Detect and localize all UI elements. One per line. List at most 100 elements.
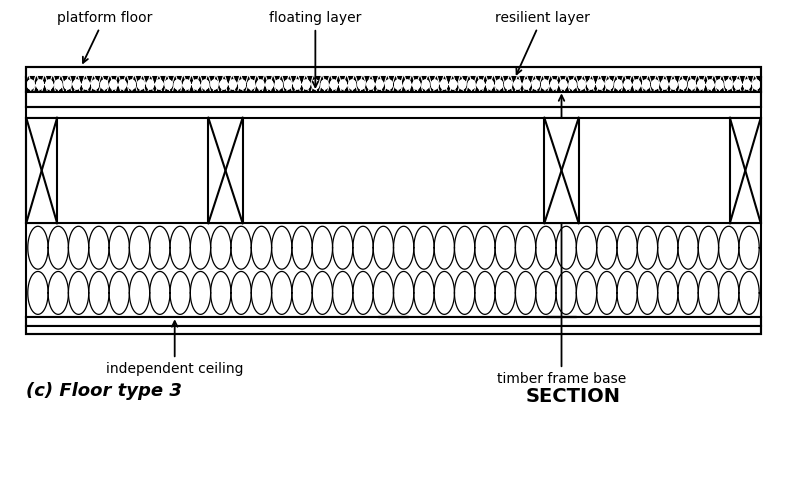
Polygon shape bbox=[229, 79, 237, 90]
Polygon shape bbox=[430, 79, 439, 90]
Polygon shape bbox=[137, 79, 145, 90]
Bar bbox=[26, 77, 761, 92]
Polygon shape bbox=[422, 79, 430, 90]
Polygon shape bbox=[320, 79, 329, 90]
Polygon shape bbox=[578, 79, 586, 90]
Polygon shape bbox=[587, 79, 595, 90]
Polygon shape bbox=[54, 79, 62, 90]
Polygon shape bbox=[495, 79, 503, 90]
Polygon shape bbox=[678, 79, 687, 90]
Bar bbox=[545, 118, 578, 223]
Polygon shape bbox=[375, 79, 384, 90]
Polygon shape bbox=[385, 79, 393, 90]
Polygon shape bbox=[36, 79, 44, 90]
Bar bbox=[26, 118, 57, 223]
Polygon shape bbox=[578, 79, 586, 90]
Polygon shape bbox=[72, 79, 81, 90]
Polygon shape bbox=[568, 79, 577, 90]
Polygon shape bbox=[257, 79, 264, 90]
Polygon shape bbox=[137, 79, 145, 90]
Polygon shape bbox=[486, 79, 494, 90]
Polygon shape bbox=[660, 79, 668, 90]
Polygon shape bbox=[440, 79, 448, 90]
Polygon shape bbox=[615, 79, 623, 90]
Polygon shape bbox=[706, 79, 715, 90]
Polygon shape bbox=[504, 79, 512, 90]
Polygon shape bbox=[752, 79, 760, 90]
Polygon shape bbox=[523, 79, 530, 90]
Polygon shape bbox=[192, 79, 200, 90]
Polygon shape bbox=[458, 79, 467, 90]
Polygon shape bbox=[467, 79, 475, 90]
Polygon shape bbox=[743, 79, 751, 90]
Polygon shape bbox=[330, 79, 338, 90]
Polygon shape bbox=[320, 79, 329, 90]
Text: platform floor: platform floor bbox=[57, 11, 152, 63]
Polygon shape bbox=[220, 79, 227, 90]
Polygon shape bbox=[146, 79, 154, 90]
Polygon shape bbox=[367, 79, 375, 90]
Polygon shape bbox=[201, 79, 209, 90]
Polygon shape bbox=[642, 79, 650, 90]
Polygon shape bbox=[385, 79, 393, 90]
Polygon shape bbox=[541, 79, 549, 90]
Polygon shape bbox=[550, 79, 558, 90]
Polygon shape bbox=[688, 79, 696, 90]
Polygon shape bbox=[357, 79, 365, 90]
Polygon shape bbox=[715, 79, 723, 90]
Polygon shape bbox=[605, 79, 613, 90]
Polygon shape bbox=[284, 79, 292, 90]
Polygon shape bbox=[247, 79, 255, 90]
Polygon shape bbox=[238, 79, 246, 90]
Polygon shape bbox=[91, 79, 99, 90]
Polygon shape bbox=[605, 79, 613, 90]
Polygon shape bbox=[532, 79, 540, 90]
Polygon shape bbox=[36, 79, 44, 90]
Polygon shape bbox=[174, 79, 182, 90]
Polygon shape bbox=[670, 79, 678, 90]
Polygon shape bbox=[615, 79, 623, 90]
Polygon shape bbox=[375, 79, 384, 90]
Polygon shape bbox=[293, 79, 301, 90]
Bar bbox=[730, 118, 761, 223]
Polygon shape bbox=[560, 79, 567, 90]
Polygon shape bbox=[330, 79, 338, 90]
Polygon shape bbox=[238, 79, 246, 90]
Polygon shape bbox=[596, 79, 604, 90]
Text: resilient layer: resilient layer bbox=[494, 11, 589, 74]
Polygon shape bbox=[523, 79, 530, 90]
Polygon shape bbox=[467, 79, 475, 90]
Polygon shape bbox=[27, 79, 35, 90]
Polygon shape bbox=[513, 79, 522, 90]
Polygon shape bbox=[688, 79, 696, 90]
Polygon shape bbox=[312, 79, 320, 90]
Polygon shape bbox=[560, 79, 567, 90]
Polygon shape bbox=[82, 79, 90, 90]
Polygon shape bbox=[477, 79, 485, 90]
Polygon shape bbox=[155, 79, 164, 90]
Polygon shape bbox=[54, 79, 62, 90]
Bar bbox=[26, 67, 761, 334]
Polygon shape bbox=[164, 79, 172, 90]
Polygon shape bbox=[201, 79, 209, 90]
Polygon shape bbox=[642, 79, 650, 90]
Polygon shape bbox=[440, 79, 448, 90]
Polygon shape bbox=[394, 79, 402, 90]
Polygon shape bbox=[706, 79, 715, 90]
Polygon shape bbox=[127, 79, 136, 90]
Polygon shape bbox=[367, 79, 375, 90]
Polygon shape bbox=[651, 79, 660, 90]
Polygon shape bbox=[403, 79, 412, 90]
Polygon shape bbox=[513, 79, 522, 90]
Polygon shape bbox=[752, 79, 760, 90]
Polygon shape bbox=[257, 79, 264, 90]
Polygon shape bbox=[183, 79, 191, 90]
Polygon shape bbox=[284, 79, 292, 90]
Polygon shape bbox=[302, 79, 310, 90]
Polygon shape bbox=[339, 79, 347, 90]
Polygon shape bbox=[348, 79, 357, 90]
Polygon shape bbox=[678, 79, 687, 90]
Polygon shape bbox=[45, 79, 54, 90]
Polygon shape bbox=[412, 79, 420, 90]
Polygon shape bbox=[275, 79, 283, 90]
